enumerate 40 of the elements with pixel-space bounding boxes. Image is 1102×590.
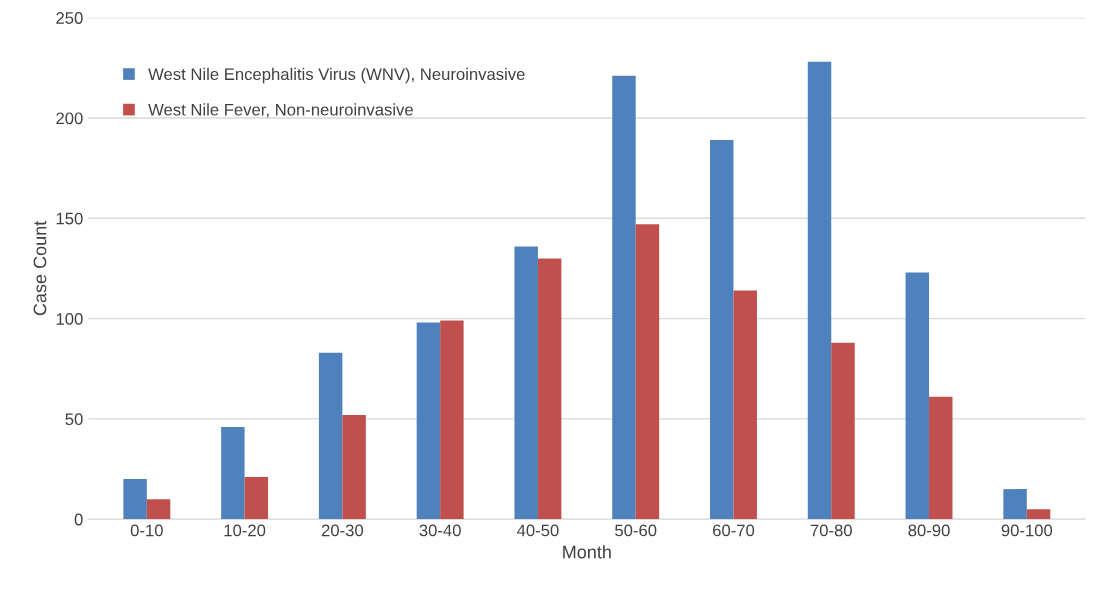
legend-label: West Nile Fever, Non-neuroinvasive — [148, 103, 413, 118]
y-tick-label: 0 — [74, 513, 83, 526]
x-tick-label: 90-100 — [1001, 524, 1053, 537]
bar — [416, 322, 441, 520]
bar — [1003, 489, 1027, 520]
bar — [244, 477, 269, 520]
bar — [537, 258, 562, 520]
y-tick-label: 100 — [56, 313, 83, 325]
y-axis-title: Case Count — [33, 220, 47, 316]
bar — [221, 426, 245, 520]
bar — [318, 352, 343, 520]
legend-label: West Nile Encephalitis Virus (WNV), Neuroinvasive — [148, 67, 525, 84]
x-axis-title: Month — [563, 545, 611, 559]
x-tick-label: 10-20 — [224, 524, 266, 537]
x-tick-label: 50-60 — [615, 524, 657, 537]
bar — [440, 320, 464, 520]
x-tick-label: 20-30 — [321, 524, 364, 537]
bar — [807, 61, 832, 520]
y-tick-label: 150 — [56, 212, 83, 225]
bar — [514, 246, 538, 520]
bar — [612, 75, 636, 520]
x-tick-label: 30-40 — [419, 524, 461, 537]
bar — [929, 396, 953, 520]
x-tick-label: 70-80 — [810, 524, 852, 537]
y-tick-label: 50 — [65, 413, 83, 426]
x-tick-label: 60-70 — [713, 524, 755, 537]
bar — [146, 499, 171, 520]
x-tick-label: 0-10 — [130, 524, 163, 537]
y-tick-label: 200 — [56, 112, 83, 125]
bar — [635, 224, 660, 520]
bar — [710, 140, 734, 520]
bar — [342, 414, 366, 520]
bar — [905, 272, 930, 520]
x-tick-label: 80-90 — [908, 524, 950, 537]
y-tick-label: 250 — [56, 12, 83, 24]
bar — [831, 342, 855, 520]
bar — [123, 479, 147, 520]
x-tick-label: 40-50 — [517, 524, 559, 537]
bar — [1026, 509, 1051, 520]
bar — [733, 290, 757, 520]
